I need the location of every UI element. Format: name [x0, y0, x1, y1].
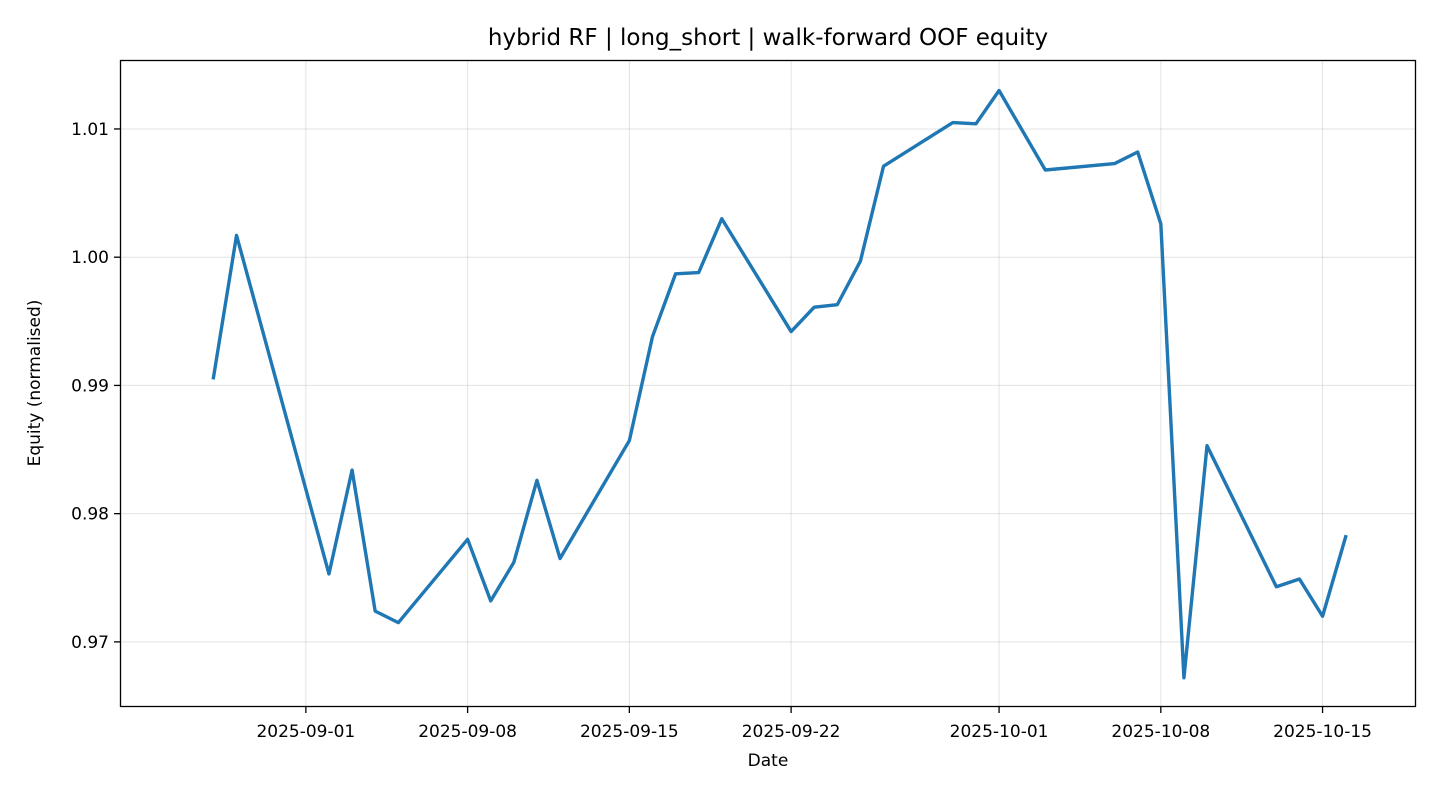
- y-tick-label: 1.01: [71, 120, 109, 140]
- plot-frame: [119, 59, 1417, 708]
- y-tick-label: 1.00: [71, 248, 109, 268]
- y-tick-label: 0.97: [71, 633, 109, 653]
- x-tick-label: 2025-09-08: [418, 722, 517, 742]
- x-tick-label: 2025-10-01: [950, 722, 1049, 742]
- x-tick-label: 2025-10-08: [1111, 722, 1210, 742]
- chart-title: hybrid RF | long_short | walk-forward OO…: [488, 25, 1048, 51]
- y-tick-label: 0.98: [71, 505, 109, 525]
- x-tick-label: 2025-09-15: [580, 722, 679, 742]
- x-axis-label: Date: [748, 751, 789, 771]
- equity-series-line: [211, 88, 1348, 680]
- y-axis-label: Equity (normalised): [25, 300, 45, 467]
- x-tick-label: 2025-09-01: [256, 722, 355, 742]
- x-tick-label: 2025-09-22: [742, 722, 841, 742]
- x-tick-layer: 2025-09-01 2025-09-08 2025-09-15 2025-09-22…: [256, 706, 1372, 742]
- y-tick-layer: 0.97 0.98 0.99 1.00 1.01: [71, 120, 121, 653]
- line-layer: [211, 88, 1348, 680]
- x-tick-label: 2025-10-15: [1273, 722, 1372, 742]
- y-tick-label: 0.99: [71, 376, 109, 396]
